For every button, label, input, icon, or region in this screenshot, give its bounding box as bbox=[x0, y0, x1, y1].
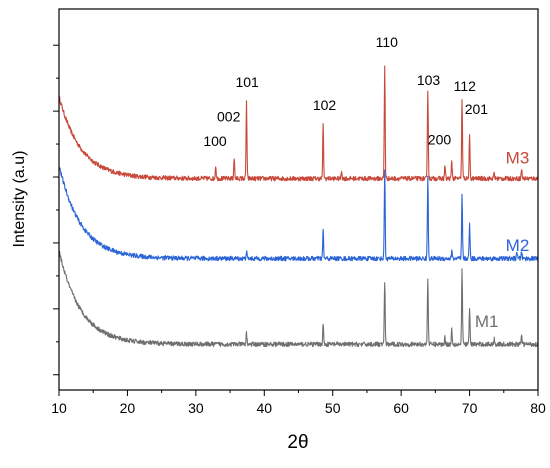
x-tick-label: 10 bbox=[51, 400, 67, 416]
peak-label: 201 bbox=[465, 101, 489, 117]
series-label-m1: M1 bbox=[475, 312, 499, 331]
peak-label: 101 bbox=[235, 74, 259, 90]
peak-label: 102 bbox=[313, 97, 337, 113]
x-tick-label: 70 bbox=[462, 400, 478, 416]
peak-label: 200 bbox=[428, 131, 452, 147]
x-tick-label: 40 bbox=[256, 400, 272, 416]
x-tick-label: 20 bbox=[120, 400, 136, 416]
x-tick-label: 30 bbox=[188, 400, 204, 416]
y-axis-title: Intensity (a.u) bbox=[11, 151, 28, 248]
x-axis-title: 2θ bbox=[287, 432, 308, 453]
labels-layer: 100 002 101 102 110 103 112 200 201 M3 M2 M1 bbox=[203, 34, 529, 331]
series-layer bbox=[58, 65, 539, 348]
peak-label: 100 bbox=[203, 133, 227, 149]
peak-label: 112 bbox=[454, 78, 477, 94]
x-tick-label: 80 bbox=[530, 400, 546, 416]
series-line-m1 bbox=[58, 250, 539, 348]
plot-frame bbox=[58, 8, 539, 391]
x-tick-label: 60 bbox=[393, 400, 409, 416]
series-line-m2 bbox=[58, 166, 539, 262]
x-tick-label: 50 bbox=[325, 400, 341, 416]
series-line-m3 bbox=[58, 65, 539, 182]
ticks-layer: 10 20 30 40 50 60 70 80 bbox=[51, 44, 546, 416]
peak-label: 110 bbox=[376, 34, 399, 50]
peak-label: 002 bbox=[217, 108, 241, 124]
peak-label: 103 bbox=[417, 72, 441, 88]
series-label-m2: M2 bbox=[506, 236, 530, 255]
series-label-m3: M3 bbox=[506, 148, 530, 167]
